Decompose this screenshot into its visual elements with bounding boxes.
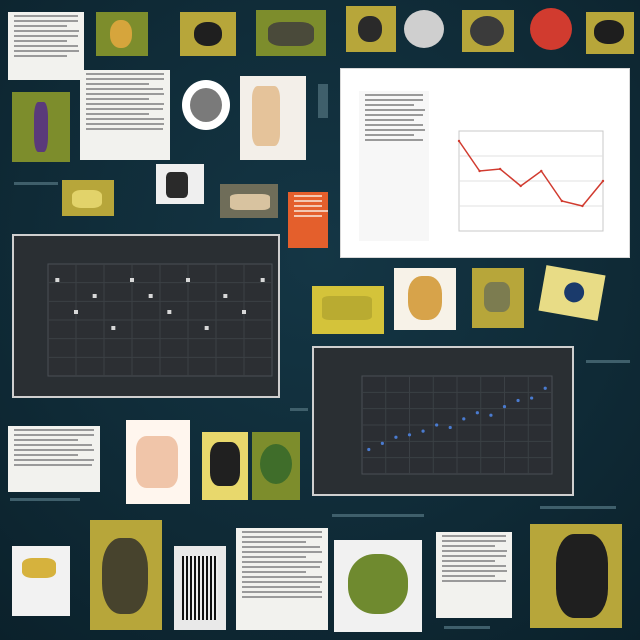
scatter-chart-card: [12, 234, 280, 398]
document-thumbnail: [80, 70, 170, 160]
scatter-chart-right: [361, 375, 553, 475]
specimen-photo: [90, 520, 162, 630]
data-point: [407, 433, 412, 437]
specimen-photo: [156, 164, 204, 204]
scatter-chart-left: [47, 263, 273, 377]
label-card: [288, 192, 328, 248]
data-point: [111, 326, 116, 330]
data-point: [148, 294, 153, 298]
specimen-photo: [12, 546, 70, 616]
caption-strip: [318, 84, 328, 118]
specimen-photo: [346, 6, 396, 52]
specimen-photo: [180, 12, 236, 56]
specimen-photo: [220, 184, 278, 218]
data-point: [581, 204, 584, 208]
data-point: [560, 199, 564, 203]
data-point: [516, 398, 520, 403]
scatter-chart-card: [312, 346, 574, 496]
caption-strip: [332, 514, 424, 517]
caption-strip: [586, 360, 630, 363]
specimen-photo: [530, 524, 622, 628]
data-point: [260, 278, 265, 282]
data-point: [130, 278, 134, 282]
data-point: [457, 139, 461, 143]
caption-strip: [10, 498, 80, 501]
data-point: [367, 447, 371, 452]
chart-annotation-panel: [359, 91, 429, 241]
data-point: [543, 386, 547, 390]
data-point: [421, 429, 425, 433]
specimen-photo: [12, 92, 70, 162]
specimen-photo: [472, 268, 524, 328]
line-chart: [457, 130, 605, 232]
specimen-photo: [334, 540, 422, 632]
label-card: [174, 546, 226, 630]
specimen-photo: [96, 12, 148, 56]
scatter-plot-a: [47, 263, 273, 377]
caption-strip: [444, 626, 490, 629]
data-point: [478, 169, 481, 173]
data-point: [186, 278, 190, 282]
line-chart-plot: [457, 130, 605, 232]
data-point: [167, 310, 172, 314]
series-line: [458, 140, 604, 207]
data-point: [204, 326, 209, 330]
data-point: [435, 423, 439, 427]
specimen-photo: [538, 265, 606, 321]
specimen-photo: [462, 10, 514, 52]
line-chart-card: [340, 68, 630, 258]
specimen-photo: [126, 420, 190, 504]
specimen-photo: [394, 268, 456, 330]
specimen-photo: [312, 286, 384, 334]
data-point: [242, 310, 246, 314]
data-point: [475, 411, 479, 415]
data-point: [55, 278, 60, 282]
document-thumbnail: [436, 532, 512, 618]
data-point: [223, 294, 228, 298]
specimen-photo: [202, 432, 248, 500]
specimen-photo: [400, 6, 448, 52]
document-thumbnail: [8, 12, 84, 80]
specimen-photo: [182, 80, 230, 130]
data-point: [502, 405, 507, 409]
caption-strip: [290, 408, 308, 411]
data-point: [519, 184, 522, 188]
scatter-plot-b: [361, 375, 553, 475]
data-point: [74, 310, 78, 314]
specimen-photo: [252, 432, 300, 500]
data-point: [92, 294, 97, 298]
caption-strip: [14, 182, 58, 185]
specimen-photo: [586, 12, 634, 54]
data-point: [498, 167, 502, 171]
data-point: [601, 179, 605, 183]
data-point: [448, 425, 452, 430]
data-point: [540, 169, 543, 173]
specimen-photo: [62, 180, 114, 216]
caption-strip: [540, 506, 616, 509]
data-point: [380, 441, 384, 445]
specimen-photo: [240, 76, 306, 160]
data-point: [462, 417, 466, 421]
data-point: [489, 413, 493, 417]
data-point: [394, 435, 398, 439]
specimen-photo: [256, 10, 326, 56]
document-thumbnail: [236, 528, 328, 630]
data-point: [530, 396, 534, 400]
specimen-photo: [528, 6, 574, 52]
document-thumbnail: [8, 426, 100, 492]
